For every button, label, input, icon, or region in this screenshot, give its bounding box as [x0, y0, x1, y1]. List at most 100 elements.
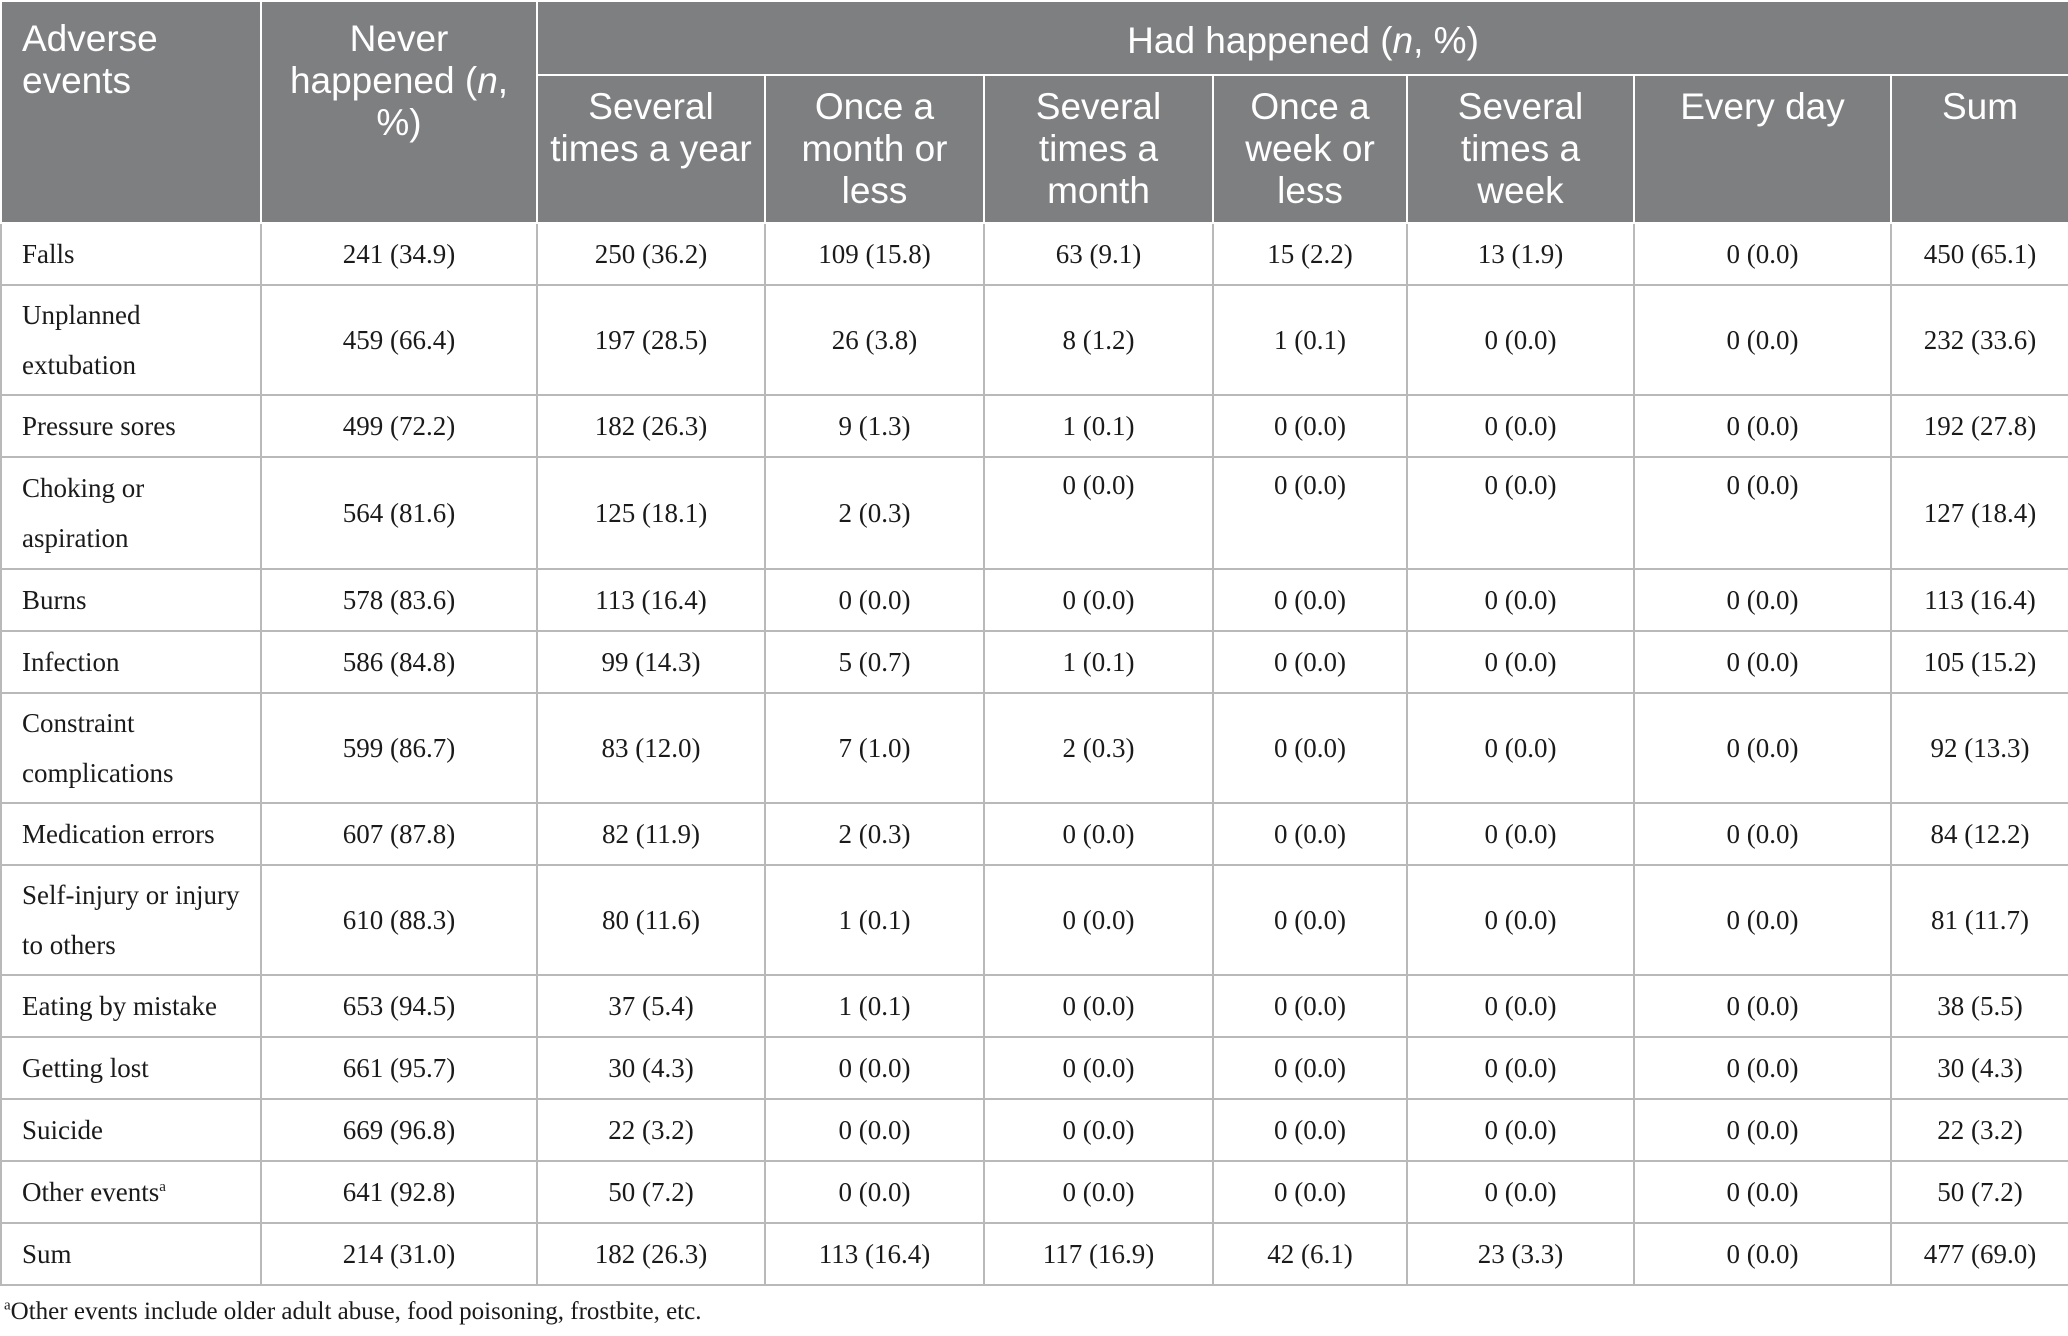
table-cell: 63 (9.1) [983, 222, 1214, 286]
row-label: Pressure sores [22, 411, 176, 441]
table-cell: 113 (16.4) [764, 1222, 985, 1286]
row-label: Sum [22, 1239, 72, 1269]
table-cell: 50 (7.2) [536, 1160, 766, 1224]
table-cell: 113 (16.4) [1889, 568, 2068, 632]
header-sub-3: Once a week or less [1212, 74, 1408, 224]
header-sub-5: Every day [1633, 74, 1892, 224]
row-label-cell: Choking or aspiration [0, 456, 262, 570]
row-label-cell: Falls [0, 222, 262, 286]
table-cell: 0 (0.0) [1633, 284, 1892, 396]
table-cell: 127 (18.4) [1889, 456, 2068, 570]
table-cell: 5 (0.7) [764, 630, 985, 694]
table-cell: 0 (0.0) [1212, 568, 1408, 632]
table-cell: 0 (0.0) [1633, 1036, 1892, 1100]
table-cell: 23 (3.3) [1406, 1222, 1635, 1286]
table-cell: 641 (92.8) [260, 1160, 538, 1224]
table-cell: 113 (16.4) [536, 568, 766, 632]
row-label: Eating by mistake [22, 991, 217, 1021]
table-cell: 37 (5.4) [536, 974, 766, 1038]
table-cell: 30 (4.3) [1889, 1036, 2068, 1100]
table-cell: 83 (12.0) [536, 692, 766, 804]
table-cell: 586 (84.8) [260, 630, 538, 694]
table-cell: 0 (0.0) [1212, 456, 1408, 570]
table-row: Getting lost 661 (95.7) 30 (4.3) 0 (0.0) 0 (… [0, 1036, 2068, 1100]
table-cell: 0 (0.0) [1406, 630, 1635, 694]
header-sub-0: Several times a year [536, 74, 766, 224]
table-cell: 8 (1.2) [983, 284, 1214, 396]
table-cell: 192 (27.8) [1889, 394, 2068, 458]
table-cell: 0 (0.0) [1212, 1036, 1408, 1100]
table-cell: 0 (0.0) [1406, 802, 1635, 866]
table-body: Falls 241 (34.9) 250 (36.2) 109 (15.8) 63 (9… [0, 222, 2068, 1286]
table-header: Adverse events Never happened (n, %) Had… [0, 0, 2068, 224]
header-had-n: n [1392, 20, 1414, 61]
header-sub-6: Sum [1889, 74, 2068, 224]
table-cell: 0 (0.0) [1212, 974, 1408, 1038]
row-label-footnote-marker: a [159, 1179, 166, 1195]
table-row: Choking or aspiration 564 (81.6) 125 (18.1… [0, 456, 2068, 570]
row-label-cell: Other eventsa [0, 1160, 262, 1224]
table-cell: 0 (0.0) [983, 1098, 1214, 1162]
table-cell: 0 (0.0) [1212, 864, 1408, 976]
table-cell: 0 (0.0) [1633, 568, 1892, 632]
table-cell: 241 (34.9) [260, 222, 538, 286]
table-row: Suicide 669 (96.8) 22 (3.2) 0 (0.0) 0 (0.0) 0… [0, 1098, 2068, 1162]
table-cell: 669 (96.8) [260, 1098, 538, 1162]
header-had-label: Had happened ( [1127, 20, 1393, 61]
table-cell: 15 (2.2) [1212, 222, 1408, 286]
row-label-cell: Medication errors [0, 802, 262, 866]
table-cell: 450 (65.1) [1889, 222, 2068, 286]
table-cell: 99 (14.3) [536, 630, 766, 694]
table-cell: 0 (0.0) [1633, 802, 1892, 866]
table-cell: 661 (95.7) [260, 1036, 538, 1100]
table-footnote: aOther events include older adult abuse,… [0, 1286, 2068, 1326]
table-row: Eating by mistake 653 (94.5) 37 (5.4) 1 (0.… [0, 974, 2068, 1038]
table-row: Pressure sores 499 (72.2) 182 (26.3) 9 (1.3… [0, 394, 2068, 458]
table-cell: 653 (94.5) [260, 974, 538, 1038]
header-sub-1: Once a month or less [764, 74, 985, 224]
header-had-happened: Had happened (n, %) [535, 0, 2068, 76]
row-label-cell: Infection [0, 630, 262, 694]
table-row: Sum 214 (31.0) 182 (26.3) 113 (16.4) 117 (16… [0, 1222, 2068, 1286]
table-cell: 0 (0.0) [1406, 864, 1635, 976]
table-cell: 1 (0.1) [983, 394, 1214, 458]
table-cell: 610 (88.3) [260, 864, 538, 976]
table-cell: 1 (0.1) [764, 974, 985, 1038]
footnote-marker: a [4, 1297, 11, 1314]
table-cell: 42 (6.1) [1212, 1222, 1408, 1286]
table-cell: 38 (5.5) [1889, 974, 2068, 1038]
row-label: Choking or aspiration [22, 473, 145, 553]
table-cell: 22 (3.2) [536, 1098, 766, 1162]
table-row: Other eventsa 641 (92.8) 50 (7.2) 0 (0.0) 0 … [0, 1160, 2068, 1224]
table-cell: 0 (0.0) [764, 1098, 985, 1162]
row-label-cell: Self-injury or injury to others [0, 864, 262, 976]
table-cell: 0 (0.0) [1212, 1160, 1408, 1224]
table-cell: 1 (0.1) [1212, 284, 1408, 396]
table-cell: 0 (0.0) [1406, 394, 1635, 458]
table-cell: 0 (0.0) [1406, 692, 1635, 804]
table-cell: 26 (3.8) [764, 284, 985, 396]
table-cell: 0 (0.0) [1633, 1098, 1892, 1162]
table-cell: 564 (81.6) [260, 456, 538, 570]
table-cell: 0 (0.0) [1633, 1222, 1892, 1286]
table-cell: 0 (0.0) [1406, 456, 1635, 570]
table-cell: 1 (0.1) [983, 630, 1214, 694]
table-cell: 250 (36.2) [536, 222, 766, 286]
table-cell: 0 (0.0) [1406, 284, 1635, 396]
table-cell: 117 (16.9) [983, 1222, 1214, 1286]
row-label-cell: Eating by mistake [0, 974, 262, 1038]
table-cell: 0 (0.0) [764, 568, 985, 632]
row-label: Constraint complications [22, 708, 174, 788]
table-cell: 0 (0.0) [983, 864, 1214, 976]
table-cell: 0 (0.0) [1633, 456, 1892, 570]
table-cell: 82 (11.9) [536, 802, 766, 866]
table-cell: 0 (0.0) [1633, 974, 1892, 1038]
table-cell: 0 (0.0) [1633, 630, 1892, 694]
header-sub-4: Several times a week [1406, 74, 1635, 224]
table-cell: 30 (4.3) [536, 1036, 766, 1100]
header-never-post: , %) [376, 60, 509, 143]
table-cell: 197 (28.5) [536, 284, 766, 396]
table-cell: 0 (0.0) [1406, 1098, 1635, 1162]
table-cell: 22 (3.2) [1889, 1098, 2068, 1162]
table-cell: 0 (0.0) [764, 1036, 985, 1100]
